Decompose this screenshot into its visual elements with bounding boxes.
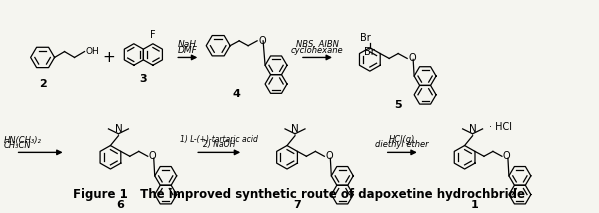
Text: 6: 6 bbox=[116, 200, 125, 210]
Text: NaH: NaH bbox=[178, 40, 196, 49]
Text: Figure 1   The improved synthetic route of dapoxetine hydrochbride: Figure 1 The improved synthetic route of… bbox=[73, 188, 525, 201]
Text: HCl(g): HCl(g) bbox=[389, 135, 415, 144]
Text: O: O bbox=[149, 151, 156, 161]
Text: O: O bbox=[503, 151, 510, 161]
Text: N: N bbox=[291, 124, 299, 134]
Text: CH₃CN: CH₃CN bbox=[4, 141, 31, 150]
Text: 2: 2 bbox=[39, 79, 47, 89]
Text: diethyl ether: diethyl ether bbox=[375, 140, 428, 150]
Text: 1: 1 bbox=[471, 200, 479, 210]
Text: 2) NaOH: 2) NaOH bbox=[203, 140, 235, 150]
Text: 5: 5 bbox=[394, 100, 401, 110]
Text: N: N bbox=[114, 124, 122, 134]
Text: F: F bbox=[150, 30, 156, 40]
Text: 1) L-(+)-tartaric acid: 1) L-(+)-tartaric acid bbox=[180, 135, 258, 144]
Text: HN(CH₃)₂: HN(CH₃)₂ bbox=[4, 135, 41, 145]
Text: O: O bbox=[325, 151, 333, 161]
Text: cyclohexane: cyclohexane bbox=[291, 46, 343, 55]
Text: · HCl: · HCl bbox=[489, 122, 512, 132]
Text: Br: Br bbox=[364, 47, 375, 58]
Text: O: O bbox=[408, 53, 416, 63]
Text: DMF: DMF bbox=[177, 46, 197, 55]
Text: 3: 3 bbox=[140, 74, 147, 84]
Text: OH: OH bbox=[86, 47, 99, 56]
Text: Br: Br bbox=[361, 33, 371, 43]
Text: +: + bbox=[102, 50, 115, 65]
Text: O: O bbox=[258, 36, 266, 46]
Text: 7: 7 bbox=[293, 200, 301, 210]
Text: 4: 4 bbox=[232, 89, 240, 99]
Text: NBS, AIBN: NBS, AIBN bbox=[295, 40, 338, 49]
Text: N: N bbox=[469, 124, 476, 134]
